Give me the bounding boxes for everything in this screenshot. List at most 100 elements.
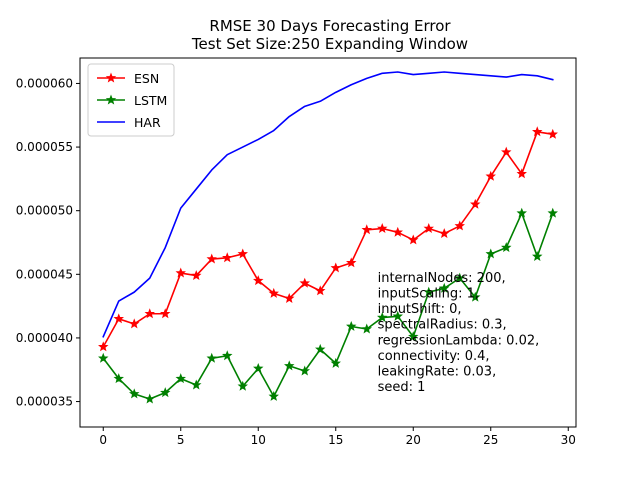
point-lstm xyxy=(129,388,140,399)
point-lstm xyxy=(330,357,341,368)
series-layer xyxy=(98,71,558,404)
point-lstm xyxy=(377,312,388,323)
annotation-line: spectralRadius: 0.3, xyxy=(378,318,507,333)
point-esn xyxy=(222,252,233,263)
y-tick-label: 0.000045 xyxy=(16,267,73,281)
point-esn xyxy=(516,168,527,179)
point-esn xyxy=(129,318,140,329)
point-esn xyxy=(330,262,341,273)
plot-frame xyxy=(79,57,577,428)
chart-title: RMSE 30 Days Forecasting Error Test Set … xyxy=(191,17,468,53)
series-lstm xyxy=(98,207,558,404)
point-lstm xyxy=(346,320,357,331)
y-tick-label: 0.000050 xyxy=(16,204,73,218)
point-lstm xyxy=(315,343,326,354)
point-lstm xyxy=(144,393,155,404)
series-har xyxy=(102,71,554,338)
point-esn xyxy=(439,228,450,239)
point-esn xyxy=(454,220,465,231)
point-esn xyxy=(206,253,217,264)
point-esn xyxy=(160,308,171,319)
annotation-line: seed: 1 xyxy=(378,380,426,395)
y-tick-label: 0.000035 xyxy=(16,395,73,409)
legend-marker-lstm xyxy=(105,94,117,105)
point-lstm xyxy=(253,362,264,373)
point-lstm xyxy=(392,310,403,321)
series-esn xyxy=(98,126,558,352)
point-lstm xyxy=(299,365,310,376)
point-esn xyxy=(532,126,543,137)
legend: ESN LSTM HAR xyxy=(87,63,175,137)
point-esn xyxy=(377,222,388,233)
x-tick-label: 15 xyxy=(328,433,343,447)
point-lstm xyxy=(361,323,372,334)
point-lstm xyxy=(268,390,279,401)
point-esn xyxy=(191,270,202,281)
point-lstm xyxy=(284,360,295,371)
point-lstm xyxy=(423,286,434,297)
parameter-annotation: internalNodes: 200,inputScaling: 1,input… xyxy=(378,271,540,395)
y-tick-label: 0.000060 xyxy=(16,76,73,90)
series-line-esn xyxy=(102,131,554,348)
point-lstm xyxy=(113,373,124,384)
point-lstm xyxy=(547,207,558,218)
annotation-line: regressionLambda: 0.02, xyxy=(378,333,540,348)
point-esn xyxy=(501,146,512,157)
point-esn xyxy=(299,277,310,288)
x-tick-label: 5 xyxy=(177,433,185,447)
point-lstm xyxy=(454,272,465,283)
point-esn xyxy=(268,287,279,298)
x-tick-label: 0 xyxy=(99,433,107,447)
x-tick-label: 20 xyxy=(406,433,421,447)
point-esn xyxy=(284,292,295,303)
legend-label-lstm: LSTM xyxy=(134,93,167,108)
annotation-line: internalNodes: 200, xyxy=(378,271,506,286)
y-tick-label: 0.000055 xyxy=(16,140,73,154)
point-lstm xyxy=(516,207,527,218)
point-lstm xyxy=(175,373,186,384)
point-lstm xyxy=(501,242,512,253)
point-lstm xyxy=(532,251,543,261)
point-lstm xyxy=(470,291,481,302)
annotation-line: leakingRate: 0.03, xyxy=(378,365,497,380)
point-esn xyxy=(98,341,109,352)
point-esn xyxy=(346,257,357,268)
point-esn xyxy=(423,222,434,233)
point-esn xyxy=(392,226,403,237)
point-lstm xyxy=(439,282,450,293)
legend-marker-esn xyxy=(105,72,117,83)
legend-box xyxy=(87,63,175,137)
point-esn xyxy=(253,275,264,286)
y-tick-label: 0.000040 xyxy=(16,331,73,345)
chart-title-line-1: RMSE 30 Days Forecasting Error xyxy=(209,17,451,35)
x-tick-label: 30 xyxy=(561,433,576,447)
legend-label-esn: ESN xyxy=(134,71,159,86)
axes: 0 5 10 15 20 25 30 0.000035 0.000040 0.000045 0.00… xyxy=(16,57,577,447)
annotation-line: inputShift: 0, xyxy=(378,302,462,317)
point-lstm xyxy=(237,380,248,391)
x-tick-label: 10 xyxy=(251,433,266,447)
legend-label-har: HAR xyxy=(134,115,161,130)
x-tick-label: 25 xyxy=(483,433,498,447)
point-esn xyxy=(237,248,248,259)
point-lstm xyxy=(206,352,217,363)
point-esn xyxy=(547,128,558,139)
point-lstm xyxy=(222,350,233,361)
annotation-line: connectivity: 0.4, xyxy=(378,349,490,364)
point-esn xyxy=(485,170,496,181)
point-esn xyxy=(408,234,419,245)
point-lstm xyxy=(191,379,202,390)
point-esn xyxy=(361,224,372,235)
point-esn xyxy=(113,313,124,324)
point-esn xyxy=(470,198,481,209)
point-lstm xyxy=(485,248,496,259)
chart-title-line-2: Test Set Size:250 Expanding Window xyxy=(191,35,468,53)
point-esn xyxy=(315,285,326,296)
series-line-har xyxy=(102,71,554,338)
annotation-line: inputScaling: 1, xyxy=(378,287,479,302)
point-esn xyxy=(175,267,186,278)
point-lstm xyxy=(408,331,419,342)
point-lstm xyxy=(160,387,171,398)
